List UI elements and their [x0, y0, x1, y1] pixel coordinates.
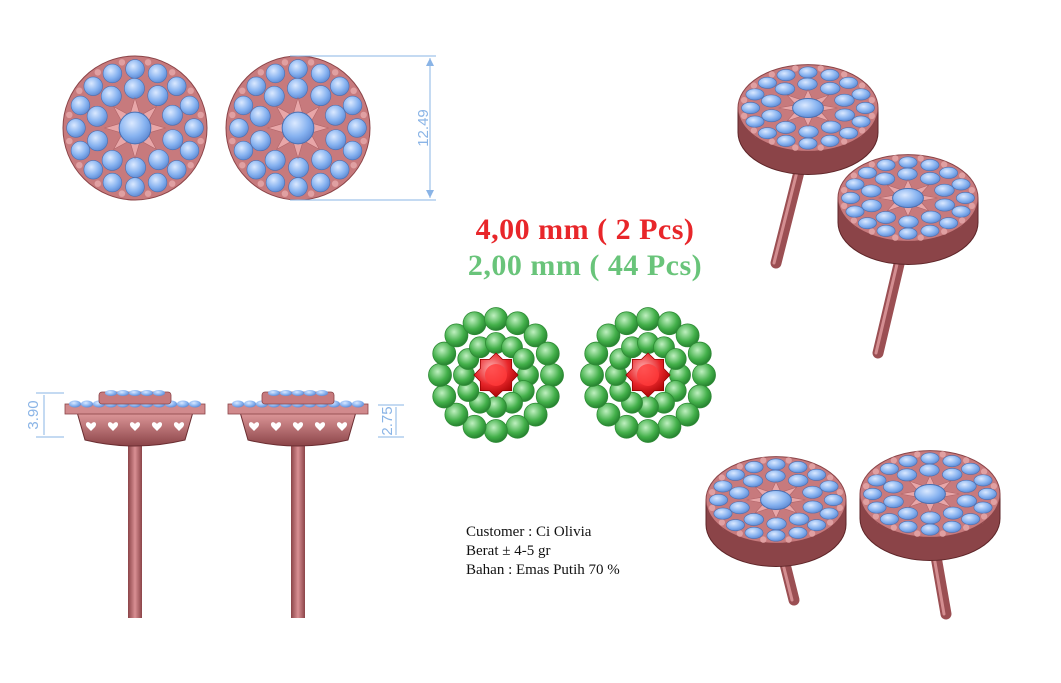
- earring-perspective-bottom-2: [859, 450, 1001, 620]
- earring-top-view-right: [225, 55, 371, 201]
- height-dimension-left: 3.90: [25, 392, 64, 438]
- diameter-label: 12.49: [415, 109, 432, 147]
- earring-perspective-top-2: [837, 154, 979, 359]
- earring-perspective-top-1: [737, 64, 879, 269]
- height-dimension-right: 2.75: [378, 404, 404, 438]
- diameter-dimension: 12.49: [290, 55, 436, 201]
- earring-side-view-right: [227, 390, 369, 618]
- stone-layout-left: [428, 307, 564, 443]
- accent-stone-spec: 2,00 mm ( 44 Pcs): [467, 249, 703, 282]
- earring-perspective-bottom-1: [705, 456, 847, 606]
- order-info: Customer : Ci Olivia Berat ± 4-5 gr Baha…: [466, 523, 620, 580]
- height-setting-label: 2.75: [379, 406, 396, 435]
- main-stone-spec: 4,00 mm ( 2 Pcs): [475, 213, 695, 246]
- earring-side-view-left: [64, 390, 206, 618]
- weight-line: Berat ± 4-5 gr: [466, 543, 551, 559]
- customer-line: Customer : Ci Olivia: [466, 524, 592, 540]
- stone-spec: 4,00 mm ( 2 Pcs) 2,00 mm ( 44 Pcs): [440, 212, 730, 284]
- stone-layout-right: [580, 307, 716, 443]
- height-total-label: 3.90: [25, 400, 42, 429]
- earring-top-view-left: [62, 55, 208, 201]
- material-line: Bahan : Emas Putih 70 %: [466, 562, 620, 578]
